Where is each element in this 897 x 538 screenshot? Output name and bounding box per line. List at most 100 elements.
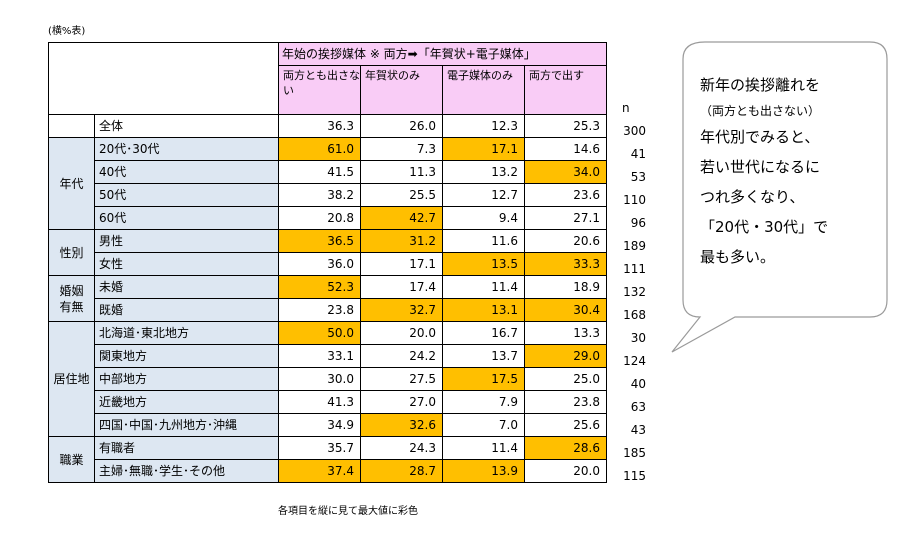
column-header: 両方で出す xyxy=(524,65,607,115)
table-row: 中部地方 30.0 27.5 17.5 25.0 xyxy=(49,367,607,391)
row-label: 60代 xyxy=(94,206,279,230)
category-cell: 婚姻 有無 xyxy=(48,275,95,322)
row-label: 四国･中国･九州地方･沖縄 xyxy=(94,413,279,437)
value-cell: 30.4 xyxy=(524,298,607,322)
value-cell: 18.9 xyxy=(524,275,607,299)
value-cell: 17.5 xyxy=(442,367,525,391)
value-cell: 32.6 xyxy=(360,413,443,437)
table-row: 全体 36.3 26.0 12.3 25.3 xyxy=(48,114,607,138)
survey-table: 年始の挨拶媒体 ※ 両方➡「年賀状+電子媒体」 両方とも出さない 年賀状のみ 電子媒… xyxy=(48,42,607,483)
table-row: 女性 36.0 17.1 13.5 33.3 xyxy=(49,252,607,276)
corner-cell xyxy=(48,42,279,115)
row-label: 全体 xyxy=(94,114,279,138)
value-cell: 42.7 xyxy=(360,206,443,230)
value-cell: 50.0 xyxy=(278,321,361,345)
callout-line: （両方とも出さない） xyxy=(700,104,821,118)
value-cell: 12.3 xyxy=(442,114,525,138)
table-row: 50代 38.2 25.5 12.7 23.6 xyxy=(49,183,607,207)
value-cell: 24.3 xyxy=(360,436,443,460)
value-cell: 28.6 xyxy=(524,436,607,460)
value-cell: 13.2 xyxy=(442,160,525,184)
value-cell: 7.9 xyxy=(442,390,525,414)
n-value: 110 xyxy=(623,193,646,207)
row-label: 北海道･東北地方 xyxy=(94,321,279,345)
value-cell: 13.9 xyxy=(442,459,525,483)
value-cell: 33.1 xyxy=(278,344,361,368)
row-label: 50代 xyxy=(94,183,279,207)
value-cell: 13.5 xyxy=(442,252,525,276)
n-value: 53 xyxy=(630,170,646,184)
unit-note: (横%表) xyxy=(48,26,86,37)
value-cell: 35.7 xyxy=(278,436,361,460)
callout-line: 若い世代になるに xyxy=(700,158,821,176)
value-cell: 17.1 xyxy=(442,137,525,161)
value-cell: 32.7 xyxy=(360,298,443,322)
value-cell: 7.3 xyxy=(360,137,443,161)
callout-line: 「20代・30代」で xyxy=(700,218,829,236)
value-cell: 27.5 xyxy=(360,367,443,391)
value-cell: 20.0 xyxy=(524,459,607,483)
row-label: 有職者 xyxy=(94,436,279,460)
value-cell: 33.3 xyxy=(524,252,607,276)
value-cell: 27.1 xyxy=(524,206,607,230)
value-cell: 25.0 xyxy=(524,367,607,391)
value-cell: 27.0 xyxy=(360,390,443,414)
value-cell: 61.0 xyxy=(278,137,361,161)
callout-line: 年代別でみると、 xyxy=(700,128,820,146)
row-label: 20代･30代 xyxy=(94,137,279,161)
column-header: 電子媒体のみ xyxy=(442,65,525,115)
callout-line: 最も多い。 xyxy=(700,248,776,266)
row-label: 男性 xyxy=(94,229,279,253)
value-cell: 34.9 xyxy=(278,413,361,437)
table-row: 婚姻 有無 未婚 52.3 17.4 11.4 18.9 xyxy=(48,275,607,322)
value-cell: 17.1 xyxy=(360,252,443,276)
n-value: 43 xyxy=(630,423,646,437)
value-cell: 13.1 xyxy=(442,298,525,322)
value-cell: 12.7 xyxy=(442,183,525,207)
n-value: 63 xyxy=(630,400,646,414)
n-value: 41 xyxy=(630,147,646,161)
value-cell: 41.3 xyxy=(278,390,361,414)
n-header: n xyxy=(622,101,630,115)
n-value: 124 xyxy=(623,354,646,368)
value-cell: 26.0 xyxy=(360,114,443,138)
value-cell: 9.4 xyxy=(442,206,525,230)
value-cell: 30.0 xyxy=(278,367,361,391)
n-value: 96 xyxy=(630,216,646,230)
value-cell: 11.3 xyxy=(360,160,443,184)
category-cell: 職業 xyxy=(48,436,95,483)
value-cell: 31.2 xyxy=(360,229,443,253)
value-cell: 25.6 xyxy=(524,413,607,437)
table-row: 関東地方 33.1 24.2 13.7 29.0 xyxy=(49,344,607,368)
value-cell: 20.8 xyxy=(278,206,361,230)
n-value: 40 xyxy=(630,377,646,391)
n-value: 30 xyxy=(630,331,646,345)
value-cell: 14.6 xyxy=(524,137,607,161)
value-cell: 41.5 xyxy=(278,160,361,184)
spanning-header: 年始の挨拶媒体 ※ 両方➡「年賀状+電子媒体」 xyxy=(278,42,607,66)
value-cell: 11.4 xyxy=(442,436,525,460)
column-header: 両方とも出さない xyxy=(278,65,361,115)
table-row: 四国･中国･九州地方･沖縄 34.9 32.6 7.0 25.6 xyxy=(49,413,607,437)
value-cell: 38.2 xyxy=(278,183,361,207)
row-label: 40代 xyxy=(94,160,279,184)
row-label: 関東地方 xyxy=(94,344,279,368)
row-label: 既婚 xyxy=(94,298,279,322)
n-value: 111 xyxy=(623,262,646,276)
n-value: 132 xyxy=(623,285,646,299)
n-value: 189 xyxy=(623,239,646,253)
value-cell: 36.0 xyxy=(278,252,361,276)
row-label: 未婚 xyxy=(94,275,279,299)
table-row: 居住地 北海道･東北地方 50.0 20.0 16.7 13.3 xyxy=(48,321,607,437)
value-cell: 7.0 xyxy=(442,413,525,437)
value-cell: 34.0 xyxy=(524,160,607,184)
value-cell: 16.7 xyxy=(442,321,525,345)
value-cell: 13.7 xyxy=(442,344,525,368)
value-cell: 24.2 xyxy=(360,344,443,368)
n-value: 300 xyxy=(623,124,646,138)
callout-text: 新年の挨拶離れを （両方とも出さない） 年代別でみると、 若い世代になるに つれ多くなり… xyxy=(700,70,880,272)
n-value: 185 xyxy=(623,446,646,460)
category-cell: 年代 xyxy=(48,137,95,230)
table-row: 職業 有職者 35.7 24.3 11.4 28.6 xyxy=(48,436,607,483)
footnote: 各項目を縦に見て最大値に彩色 xyxy=(278,506,418,517)
